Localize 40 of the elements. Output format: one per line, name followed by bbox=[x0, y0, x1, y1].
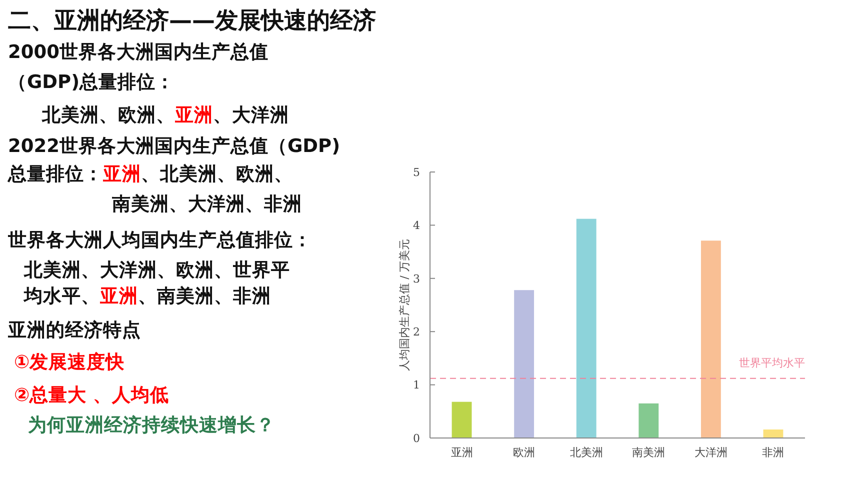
y-tick-label: 1 bbox=[413, 378, 420, 392]
text: 亚洲 bbox=[174, 104, 213, 126]
bar bbox=[514, 290, 534, 438]
x-tick-label: 南美洲 bbox=[632, 446, 666, 459]
y-tick-label: 5 bbox=[413, 166, 420, 179]
text: 亚洲 bbox=[102, 163, 141, 185]
text: 、大洋洲 bbox=[213, 104, 289, 126]
x-tick-label: 北美洲 bbox=[570, 446, 603, 459]
x-tick-label: 亚洲 bbox=[450, 446, 473, 459]
x-tick-label: 非洲 bbox=[762, 446, 784, 459]
text: 南美洲、大洋洲、非洲 bbox=[111, 193, 302, 215]
text: 世界各大洲人均国内生产总值排位： bbox=[7, 229, 312, 251]
text: 均水平、 bbox=[23, 285, 100, 307]
bar bbox=[763, 429, 784, 438]
y-tick-label: 0 bbox=[413, 432, 420, 445]
text: 总量排位： bbox=[7, 163, 103, 185]
bar bbox=[452, 402, 472, 438]
x-tick-label: 大洋洲 bbox=[694, 446, 728, 459]
text: （GDP)总量排位： bbox=[8, 71, 175, 93]
text: 北美洲、欧洲、 bbox=[41, 104, 175, 126]
bar bbox=[576, 218, 596, 438]
bar bbox=[638, 403, 659, 438]
text: 亚洲的经济特点 bbox=[7, 319, 141, 341]
text: ①发展速度快 bbox=[14, 351, 126, 373]
y-tick-label: 4 bbox=[413, 219, 420, 232]
text: 、北美洲、欧洲、 bbox=[141, 163, 293, 185]
text: 2000世界各大洲国内生产总值 bbox=[8, 41, 268, 63]
x-tick-label: 欧洲 bbox=[513, 446, 536, 459]
y-tick-label: 3 bbox=[413, 272, 420, 286]
text: 二、亚洲的经济——发展快速的经济 bbox=[8, 7, 376, 34]
text: ②总量大 、人均低 bbox=[14, 384, 170, 406]
text: 亚洲 bbox=[99, 285, 138, 307]
y-axis-title: 人均国内生产总值 / 万美元 bbox=[398, 239, 411, 371]
ref-line-label: 世界平均水平 bbox=[739, 356, 805, 370]
text: 北美洲、大洋洲、欧洲、世界平 bbox=[23, 259, 290, 281]
text: 2022世界各大洲国内生产总值（GDP) bbox=[8, 135, 340, 157]
text: 为何亚洲经济持续快速增长？ bbox=[28, 414, 275, 436]
text: 、南美洲、非洲 bbox=[138, 285, 271, 307]
y-tick-label: 2 bbox=[413, 325, 420, 338]
bar bbox=[700, 240, 721, 438]
